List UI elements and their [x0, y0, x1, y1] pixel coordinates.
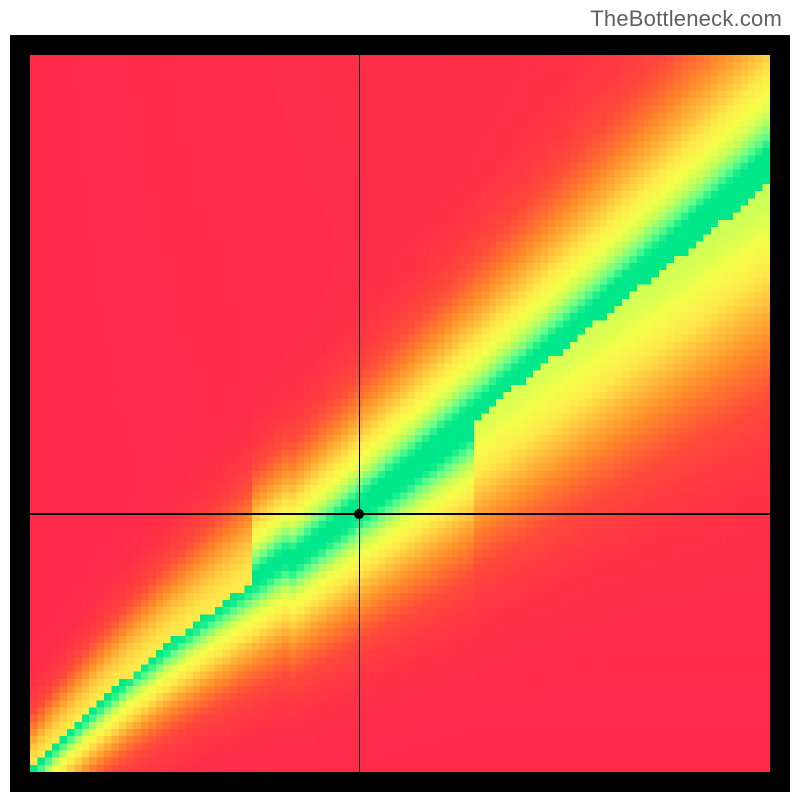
crosshair-horizontal — [30, 513, 770, 515]
watermark-text: TheBottleneck.com — [590, 6, 782, 32]
chart-container: TheBottleneck.com — [0, 0, 800, 800]
bottleneck-heatmap — [30, 55, 770, 772]
crosshair-vertical — [359, 55, 361, 772]
